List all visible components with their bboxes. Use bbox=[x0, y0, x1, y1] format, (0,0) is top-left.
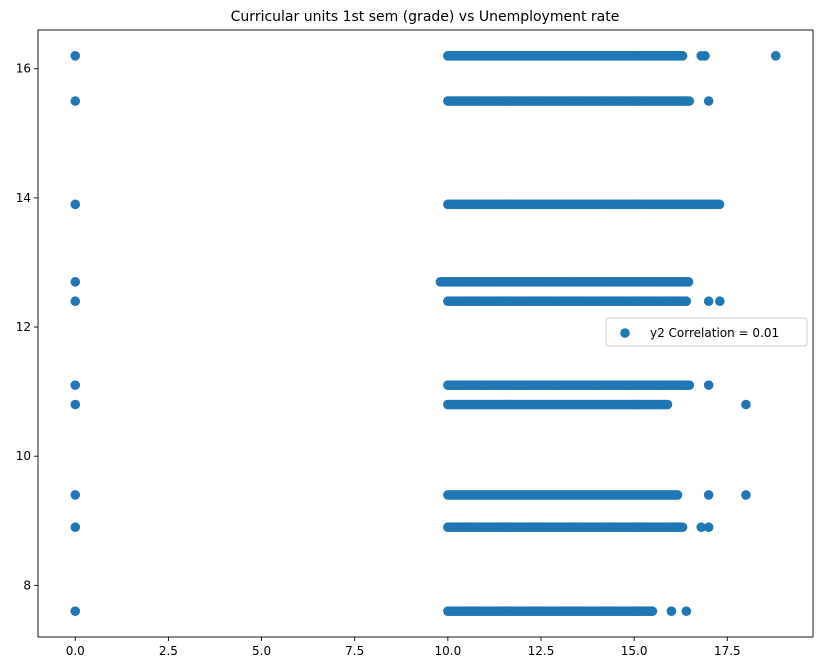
chart-title: Curricular units 1st sem (grade) vs Unem… bbox=[231, 9, 620, 25]
y-axis: 8 10 12 14 16 bbox=[16, 62, 38, 592]
data-point bbox=[70, 296, 81, 307]
y-tick-label: 12 bbox=[16, 320, 31, 334]
data-point bbox=[714, 199, 725, 210]
data-point bbox=[666, 296, 677, 307]
legend-label: y2 Correlation = 0.01 bbox=[650, 326, 779, 340]
data-point bbox=[70, 199, 81, 210]
legend: y2 Correlation = 0.01 bbox=[605, 317, 808, 347]
y-tick-label: 8 bbox=[23, 578, 31, 592]
data-point bbox=[681, 296, 692, 307]
data-point bbox=[666, 606, 677, 616]
x-tick-label: 5.0 bbox=[252, 644, 271, 658]
x-tick-label: 15.0 bbox=[621, 644, 648, 658]
data-point bbox=[770, 51, 781, 61]
data-point bbox=[683, 277, 694, 287]
x-tick-label: 17.5 bbox=[714, 644, 741, 658]
data-point bbox=[684, 96, 695, 106]
data-point bbox=[684, 380, 695, 390]
data-point bbox=[70, 522, 81, 533]
data-point bbox=[662, 399, 673, 410]
data-point bbox=[70, 96, 81, 106]
legend-box bbox=[605, 317, 808, 347]
data-point bbox=[703, 96, 714, 106]
data-point bbox=[703, 380, 714, 390]
x-tick-label: 0.0 bbox=[66, 644, 85, 658]
x-tick-label: 2.5 bbox=[159, 644, 178, 658]
data-point bbox=[715, 296, 725, 307]
x-axis: 0.0 2.5 5.0 7.5 10.0 12.5 15.0 17.5 bbox=[66, 637, 741, 658]
data-point bbox=[677, 51, 688, 61]
data-point bbox=[70, 277, 81, 287]
data-point bbox=[696, 522, 707, 533]
data-point bbox=[672, 490, 683, 500]
data-point bbox=[681, 606, 692, 616]
x-tick-label: 10.0 bbox=[434, 644, 461, 658]
y-tick-label: 10 bbox=[16, 449, 31, 463]
x-tick-label: 7.5 bbox=[345, 644, 364, 658]
data-point bbox=[741, 490, 751, 500]
y-tick-label: 14 bbox=[16, 191, 31, 205]
data-point bbox=[703, 490, 714, 500]
data-point bbox=[677, 522, 688, 533]
legend-marker bbox=[620, 328, 630, 338]
data-point bbox=[703, 296, 714, 307]
data-point bbox=[741, 399, 751, 410]
data-point bbox=[70, 51, 81, 61]
y-tick-label: 16 bbox=[16, 62, 31, 76]
data-point bbox=[70, 606, 81, 616]
data-point bbox=[70, 490, 81, 500]
x-tick-label: 12.5 bbox=[528, 644, 555, 658]
data-point bbox=[703, 522, 714, 533]
data-point bbox=[647, 606, 658, 616]
data-point bbox=[70, 399, 81, 410]
data-point bbox=[700, 51, 710, 61]
axes-frame bbox=[37, 29, 814, 638]
data-points bbox=[70, 51, 781, 616]
data-point bbox=[70, 380, 81, 390]
